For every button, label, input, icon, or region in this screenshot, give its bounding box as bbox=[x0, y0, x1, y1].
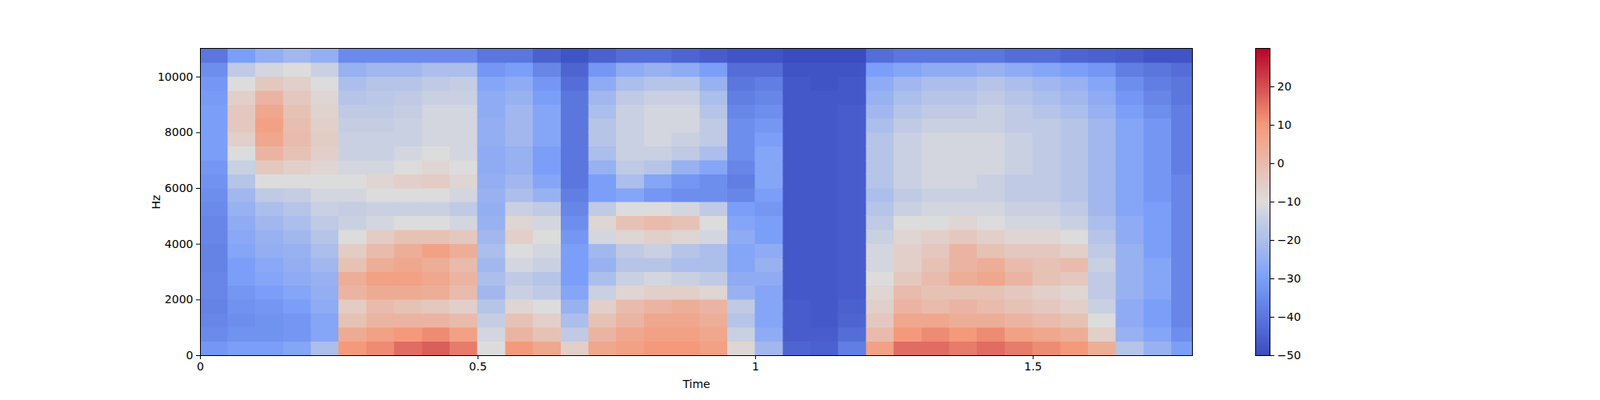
svg-text:8000: 8000 bbox=[164, 125, 194, 139]
svg-text:10000: 10000 bbox=[157, 70, 194, 84]
svg-text:−40: −40 bbox=[1277, 310, 1302, 324]
svg-text:0: 0 bbox=[196, 360, 204, 373]
svg-text:10: 10 bbox=[1277, 118, 1292, 132]
svg-text:Hz: Hz bbox=[149, 195, 163, 210]
svg-text:−30: −30 bbox=[1277, 272, 1302, 285]
svg-text:20: 20 bbox=[1277, 80, 1292, 93]
svg-text:0: 0 bbox=[186, 348, 194, 362]
svg-text:0.5: 0.5 bbox=[468, 360, 487, 373]
svg-text:1.5: 1.5 bbox=[1024, 360, 1042, 373]
svg-text:4000: 4000 bbox=[164, 237, 194, 251]
svg-text:2000: 2000 bbox=[164, 292, 194, 306]
svg-text:−10: −10 bbox=[1277, 195, 1302, 208]
svg-text:−50: −50 bbox=[1277, 348, 1302, 362]
svg-text:1: 1 bbox=[752, 360, 760, 373]
svg-text:−20: −20 bbox=[1277, 233, 1302, 247]
svg-text:6000: 6000 bbox=[164, 181, 194, 195]
svg-text:Time: Time bbox=[681, 377, 710, 391]
svg-text:0: 0 bbox=[1277, 156, 1285, 170]
